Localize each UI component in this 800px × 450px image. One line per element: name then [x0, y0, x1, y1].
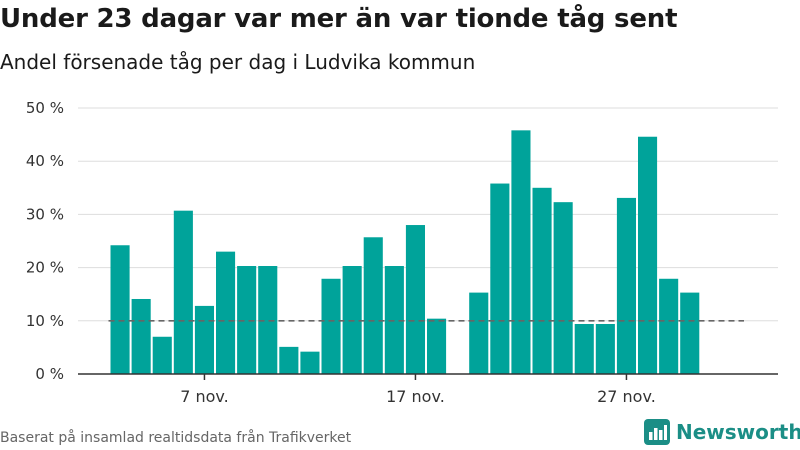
- bar: [152, 336, 172, 374]
- bar: [427, 318, 447, 374]
- bar: [363, 237, 383, 374]
- bar: [321, 278, 341, 374]
- chart-title: Under 23 dagar var mer än var tionde tåg…: [0, 4, 678, 34]
- bar: [110, 245, 130, 374]
- bar: [237, 266, 257, 374]
- x-tick-label: 17 nov.: [386, 387, 445, 406]
- y-tick-label: 0 %: [35, 365, 64, 383]
- bar-chart-logo-icon: [644, 419, 670, 445]
- bar: [532, 187, 552, 374]
- bar: [616, 197, 636, 374]
- x-tick-label: 27 nov.: [597, 387, 656, 406]
- bar: [131, 298, 151, 374]
- bar: [553, 202, 573, 374]
- bar: [279, 346, 299, 374]
- bar: [638, 136, 658, 374]
- bar: [574, 323, 594, 374]
- bar: [659, 278, 679, 374]
- chart-subtitle: Andel försenade tåg per dag i Ludvika ko…: [0, 50, 476, 74]
- y-tick-label: 40 %: [26, 152, 64, 170]
- bar: [405, 225, 425, 374]
- source-note: Baserat på insamlad realtidsdata från Tr…: [0, 430, 352, 446]
- y-tick-label: 30 %: [26, 205, 64, 223]
- bar: [469, 292, 489, 374]
- bar: [300, 351, 320, 374]
- bar: [595, 323, 615, 374]
- x-tick-label: 7 nov.: [180, 387, 229, 406]
- bar: [490, 183, 510, 374]
- bar: [194, 305, 214, 374]
- bar: [258, 266, 278, 374]
- bar: [511, 130, 531, 374]
- y-tick-label: 20 %: [26, 259, 64, 277]
- y-tick-label: 10 %: [26, 312, 64, 330]
- bar: [173, 210, 193, 374]
- brand-name: Newsworthy: [676, 420, 800, 444]
- brand-logo: Newsworthy: [644, 419, 800, 445]
- bar: [680, 292, 700, 374]
- y-tick-label: 50 %: [26, 99, 64, 117]
- bar: [216, 251, 236, 374]
